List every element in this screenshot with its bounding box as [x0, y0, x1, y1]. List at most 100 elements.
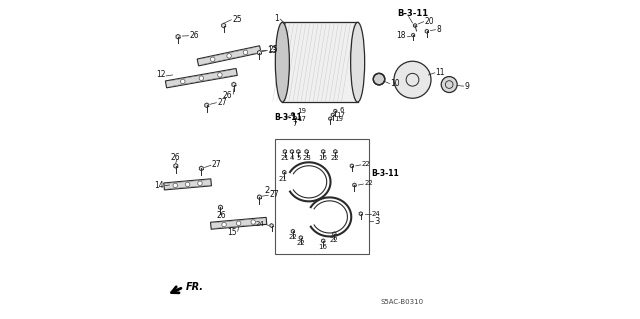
Text: 26: 26	[171, 153, 180, 162]
Text: 11: 11	[435, 68, 445, 77]
Text: 24: 24	[372, 211, 381, 217]
Circle shape	[218, 73, 222, 77]
Circle shape	[211, 57, 215, 62]
Ellipse shape	[275, 22, 289, 102]
Polygon shape	[291, 150, 294, 153]
Text: 20: 20	[424, 17, 435, 26]
Polygon shape	[284, 150, 287, 153]
Polygon shape	[305, 150, 308, 153]
Polygon shape	[332, 113, 334, 116]
Text: 15: 15	[227, 228, 236, 237]
Circle shape	[180, 79, 185, 84]
Polygon shape	[176, 34, 180, 39]
Polygon shape	[333, 232, 336, 236]
Polygon shape	[412, 33, 415, 37]
Polygon shape	[334, 109, 337, 113]
Polygon shape	[425, 29, 429, 33]
Text: 22: 22	[331, 155, 340, 161]
Bar	[275, 139, 369, 254]
Text: 1: 1	[275, 14, 279, 23]
Text: 26: 26	[217, 211, 227, 220]
Text: 27: 27	[218, 98, 227, 107]
Ellipse shape	[351, 22, 365, 102]
Text: 26: 26	[223, 91, 232, 100]
Polygon shape	[205, 103, 209, 108]
Polygon shape	[218, 205, 223, 210]
Polygon shape	[257, 50, 261, 55]
Polygon shape	[294, 116, 296, 120]
Polygon shape	[333, 150, 337, 153]
Text: 6: 6	[339, 107, 344, 113]
Text: 8: 8	[436, 25, 441, 33]
Polygon shape	[359, 212, 362, 216]
Text: 16: 16	[319, 244, 328, 249]
Circle shape	[441, 77, 457, 93]
Polygon shape	[291, 229, 294, 233]
Text: 13: 13	[267, 46, 276, 55]
Circle shape	[186, 182, 190, 187]
Polygon shape	[353, 183, 356, 187]
Text: FR.: FR.	[186, 282, 204, 292]
Polygon shape	[413, 24, 417, 27]
Polygon shape	[291, 113, 294, 116]
Polygon shape	[211, 217, 267, 229]
Text: 21: 21	[280, 155, 289, 161]
Polygon shape	[165, 69, 237, 88]
Text: 23: 23	[302, 155, 311, 161]
Text: 22: 22	[296, 241, 305, 246]
Polygon shape	[257, 195, 261, 199]
Text: 27: 27	[269, 190, 279, 199]
Text: B-3-11: B-3-11	[372, 169, 399, 178]
Text: 2: 2	[264, 186, 269, 195]
Circle shape	[394, 61, 431, 98]
Polygon shape	[164, 179, 211, 190]
Text: B-3-11: B-3-11	[397, 9, 428, 18]
Text: 3: 3	[374, 217, 380, 226]
Polygon shape	[283, 170, 286, 174]
Text: 25: 25	[232, 15, 242, 24]
Text: 24: 24	[255, 221, 264, 226]
Text: 9: 9	[465, 82, 469, 91]
Text: S5AC-B0310: S5AC-B0310	[381, 300, 424, 305]
Polygon shape	[199, 166, 204, 171]
Polygon shape	[321, 239, 325, 243]
Circle shape	[227, 54, 231, 58]
Text: 4: 4	[290, 155, 294, 161]
Text: 22: 22	[362, 161, 371, 167]
Text: 21: 21	[279, 176, 288, 182]
Text: 7: 7	[293, 121, 298, 127]
Circle shape	[173, 183, 177, 188]
Text: 5: 5	[296, 155, 301, 161]
Text: 22: 22	[330, 237, 339, 242]
Polygon shape	[299, 236, 303, 240]
Text: 17: 17	[337, 112, 346, 118]
Text: 18: 18	[397, 31, 406, 40]
Text: 19: 19	[334, 116, 343, 122]
Text: 25: 25	[268, 45, 278, 54]
Polygon shape	[321, 150, 325, 153]
Text: 16: 16	[319, 155, 328, 161]
Polygon shape	[270, 224, 273, 227]
Circle shape	[222, 222, 227, 227]
Circle shape	[199, 76, 204, 80]
Polygon shape	[174, 164, 178, 168]
Polygon shape	[232, 82, 236, 87]
Text: 19: 19	[297, 108, 306, 114]
Text: B-3-11: B-3-11	[274, 113, 302, 122]
Circle shape	[251, 220, 255, 224]
Polygon shape	[329, 117, 332, 121]
Polygon shape	[350, 164, 353, 168]
Text: 22: 22	[289, 234, 297, 240]
Circle shape	[373, 73, 385, 85]
Polygon shape	[221, 23, 226, 28]
Polygon shape	[296, 150, 300, 153]
Text: 22: 22	[364, 181, 373, 186]
Circle shape	[236, 221, 241, 226]
Text: 17: 17	[298, 116, 307, 122]
Circle shape	[198, 181, 202, 186]
Text: 10: 10	[390, 79, 400, 88]
Circle shape	[243, 50, 248, 55]
Text: 27: 27	[212, 160, 221, 169]
Text: 12: 12	[156, 70, 165, 79]
Text: 26: 26	[189, 31, 199, 40]
